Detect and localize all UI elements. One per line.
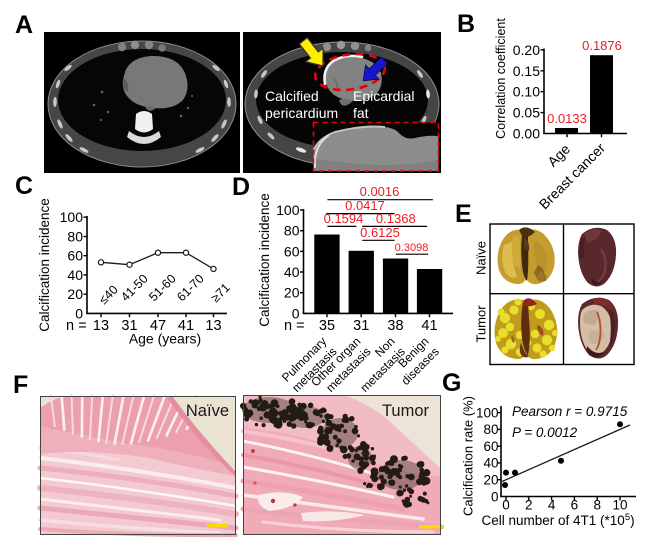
svg-text:41-50: 41-50 (118, 272, 151, 305)
svg-text:Naïve: Naïve (186, 402, 229, 420)
svg-text:Pearson r = 0.9715: Pearson r = 0.9715 (512, 404, 628, 419)
svg-text:0.0133: 0.0133 (547, 111, 587, 126)
svg-text:31: 31 (353, 318, 369, 334)
svg-text:Tumor: Tumor (382, 402, 430, 420)
svg-text:0: 0 (502, 498, 510, 513)
svg-text:0.0016: 0.0016 (360, 184, 400, 199)
svg-text:38: 38 (387, 318, 403, 334)
svg-text:Naïve: Naïve (474, 241, 489, 275)
svg-text:60: 60 (284, 243, 300, 259)
svg-text:20: 20 (67, 286, 83, 302)
svg-text:0: 0 (491, 489, 499, 504)
svg-text:40: 40 (483, 456, 498, 471)
svg-text:pericardium: pericardium (265, 105, 338, 121)
svg-text:n =: n = (66, 318, 87, 334)
svg-text:F: F (13, 371, 28, 399)
svg-text:0.15: 0.15 (513, 63, 540, 79)
svg-text:B: B (457, 10, 475, 38)
svg-text:Breast cancer: Breast cancer (536, 140, 609, 213)
svg-text:41: 41 (178, 318, 194, 334)
svg-text:61-70: 61-70 (174, 272, 207, 305)
svg-text:100: 100 (276, 202, 300, 218)
svg-text:40: 40 (284, 264, 300, 280)
svg-text:6: 6 (571, 498, 579, 513)
svg-text:100: 100 (476, 405, 499, 420)
svg-text:n =: n = (284, 318, 305, 334)
svg-text:Age: Age (544, 141, 573, 170)
svg-text:≥71: ≥71 (208, 281, 233, 306)
svg-text:fat: fat (353, 105, 369, 121)
svg-text:P = 0.0012: P = 0.0012 (512, 425, 578, 440)
svg-text:47: 47 (150, 318, 166, 334)
svg-text:Cell number of 4T1 (*105): Cell number of 4T1 (*105) (482, 512, 635, 528)
svg-text:0.05: 0.05 (513, 105, 540, 121)
svg-text:100: 100 (60, 209, 84, 225)
svg-text:Calcification rate (%): Calcification rate (%) (461, 396, 476, 516)
svg-text:0.3098: 0.3098 (395, 242, 429, 254)
svg-text:0.1876: 0.1876 (582, 38, 622, 53)
svg-text:≤40: ≤40 (96, 283, 121, 308)
svg-text:C: C (15, 172, 33, 200)
svg-text:40: 40 (67, 267, 83, 283)
svg-text:Correlation coefficient: Correlation coefficient (494, 18, 508, 139)
svg-text:41: 41 (421, 318, 437, 334)
svg-text:20: 20 (284, 285, 300, 301)
svg-text:0.0417: 0.0417 (345, 198, 385, 213)
svg-text:13: 13 (205, 318, 221, 334)
svg-text:80: 80 (67, 229, 83, 245)
svg-text:4: 4 (548, 498, 556, 513)
svg-text:0.6125: 0.6125 (360, 225, 400, 240)
svg-text:Tumor: Tumor (474, 305, 489, 343)
svg-text:Calcification incidence: Calcification incidence (37, 198, 52, 332)
svg-text:0: 0 (75, 305, 83, 321)
svg-text:A: A (15, 11, 33, 39)
svg-text:0.00: 0.00 (513, 126, 540, 142)
svg-text:0.10: 0.10 (513, 84, 540, 100)
svg-text:60: 60 (67, 248, 83, 264)
svg-text:13: 13 (93, 318, 109, 334)
svg-text:60: 60 (483, 439, 498, 454)
svg-text:G: G (442, 369, 461, 397)
svg-text:Calcified: Calcified (265, 88, 319, 104)
svg-text:Age (years): Age (years) (129, 331, 201, 347)
svg-text:31: 31 (121, 318, 137, 334)
svg-text:E: E (455, 200, 472, 228)
svg-text:10: 10 (612, 498, 627, 513)
svg-text:80: 80 (483, 422, 498, 437)
svg-text:0: 0 (292, 305, 300, 321)
svg-text:2: 2 (525, 498, 533, 513)
svg-text:0.1368: 0.1368 (376, 211, 416, 226)
svg-text:80: 80 (284, 223, 300, 239)
svg-text:51-60: 51-60 (146, 272, 179, 305)
svg-text:Epicardial: Epicardial (353, 88, 414, 104)
svg-text:Calcification incidence: Calcification incidence (257, 193, 272, 327)
svg-text:0.1594: 0.1594 (324, 211, 364, 226)
svg-text:20: 20 (483, 473, 498, 488)
svg-text:35: 35 (319, 318, 335, 334)
svg-text:0.20: 0.20 (513, 42, 540, 58)
svg-text:8: 8 (593, 498, 601, 513)
svg-text:D: D (232, 173, 250, 201)
